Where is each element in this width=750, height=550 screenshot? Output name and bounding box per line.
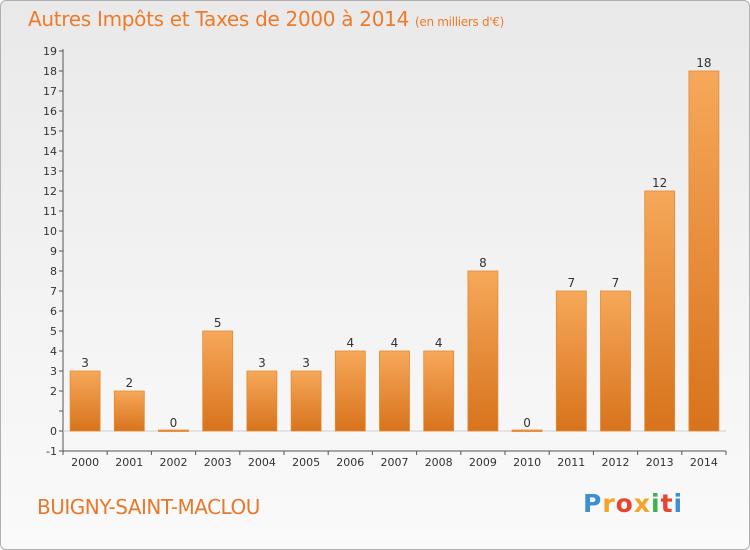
logo-letter: i — [651, 489, 661, 518]
data-label: 8 — [479, 256, 487, 270]
x-tick-label: 2012 — [602, 456, 630, 469]
data-label: 7 — [567, 276, 575, 290]
bar — [290, 370, 322, 432]
y-tick-label: 17 — [43, 85, 57, 98]
bar — [334, 350, 366, 432]
y-tick-label: 10 — [43, 225, 57, 238]
y-tick-label: 4 — [50, 345, 57, 358]
logo-letter: o — [615, 489, 634, 518]
commune-name: BUIGNY-SAINT-MACLOU — [37, 495, 260, 519]
data-labels: 3 2 0 5 3 3 4 4 4 8 0 7 7 12 18 — [81, 56, 711, 430]
bar — [511, 429, 543, 432]
x-tick-label: 2003 — [204, 456, 232, 469]
chart-subtitle: (en milliers d'€) — [415, 15, 505, 29]
data-label: 7 — [612, 276, 620, 290]
x-tick-label: 2001 — [115, 456, 143, 469]
logo-letter: x — [633, 489, 651, 518]
x-tick-label: 2009 — [469, 456, 497, 469]
y-tick-label: 9 — [50, 245, 57, 258]
x-tick-label: 2002 — [160, 456, 188, 469]
logo-letter: t — [660, 489, 674, 518]
chart-title: Autres Impôts et Taxes de 2000 à 2014 (en… — [28, 7, 504, 31]
y-axis-ticks: -1 0 2 3 4 5 6 7 8 9 10 11 12 13 14 15 16 17 18 19 — [43, 45, 63, 458]
y-tick-label: 11 — [43, 205, 57, 218]
x-tick-label: 2014 — [690, 456, 718, 469]
bar — [113, 390, 145, 432]
data-label: 3 — [302, 356, 310, 370]
x-tick-label: 2007 — [381, 456, 409, 469]
chart-title-text: Autres Impôts et Taxes de 2000 à 2014 — [28, 7, 409, 31]
bar — [555, 290, 587, 432]
y-tick-label: 19 — [43, 45, 57, 58]
y-tick-label: 2 — [50, 385, 57, 398]
y-tick-label: 8 — [50, 265, 57, 278]
x-tick-label: 2005 — [292, 456, 320, 469]
data-label: 4 — [435, 336, 443, 350]
data-label: 3 — [258, 356, 266, 370]
y-tick-label: 13 — [43, 165, 57, 178]
bar — [688, 70, 720, 432]
data-label: 2 — [125, 376, 133, 390]
x-axis-ticks: 2000 2001 2002 2003 2004 2005 2006 2007 2008 2009… — [62, 451, 727, 469]
bar — [379, 350, 410, 432]
y-tick-label: 6 — [50, 305, 57, 318]
bar — [644, 190, 676, 432]
bar — [158, 429, 189, 432]
data-label: 18 — [696, 56, 711, 70]
bar — [246, 370, 278, 432]
bar — [69, 370, 101, 432]
y-tick-label: 16 — [43, 105, 57, 118]
data-label: 3 — [81, 356, 89, 370]
x-tick-label: 2011 — [557, 456, 585, 469]
data-label: 12 — [652, 176, 667, 190]
data-label: 4 — [346, 336, 354, 350]
y-tick-label: 14 — [43, 145, 57, 158]
logo-letter: r — [602, 489, 616, 518]
x-tick-label: 2010 — [513, 456, 541, 469]
bar — [423, 350, 455, 432]
proxiti-logo: Proxiti — [583, 489, 683, 518]
bar — [467, 270, 499, 432]
data-label: 0 — [523, 416, 531, 430]
y-tick-label: 0 — [50, 425, 57, 438]
logo-letter: P — [583, 489, 603, 518]
data-label: 5 — [214, 316, 222, 330]
y-tick-label: 5 — [50, 325, 57, 338]
bar — [600, 290, 631, 432]
x-tick-label: 2004 — [248, 456, 276, 469]
y-tick-label: 12 — [43, 185, 57, 198]
x-tick-label: 2008 — [425, 456, 453, 469]
data-label: 0 — [170, 416, 178, 430]
x-tick-label: 2006 — [336, 456, 364, 469]
y-tick-label: 15 — [43, 125, 57, 138]
x-tick-label: 2000 — [71, 456, 99, 469]
y-tick-label: 18 — [43, 65, 57, 78]
y-tick-label: -1 — [46, 445, 57, 458]
y-tick-label: 3 — [50, 365, 57, 378]
y-tick-label: 7 — [50, 285, 57, 298]
x-tick-label: 2013 — [646, 456, 674, 469]
data-label: 4 — [391, 336, 399, 350]
logo-letter: i — [673, 489, 684, 518]
bar-series — [69, 70, 720, 432]
bar — [202, 330, 234, 432]
